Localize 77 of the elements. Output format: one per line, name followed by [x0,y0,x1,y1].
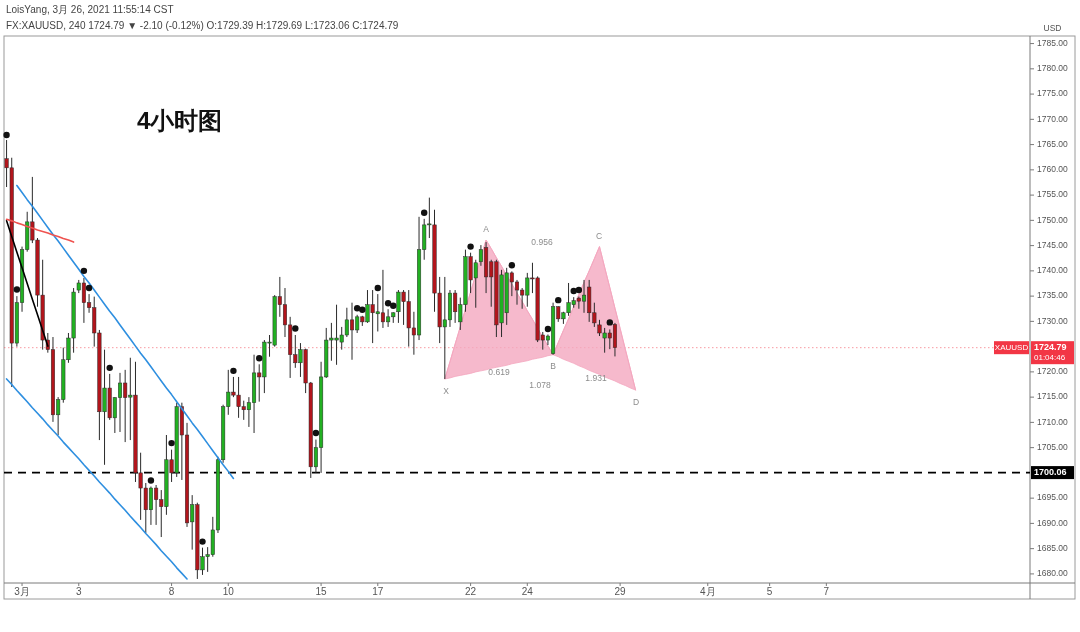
point [85,284,93,292]
y-tick-label: 1695.00 [1037,492,1068,503]
x-tick-label: 22 [465,586,477,598]
point [555,296,562,304]
text: FX:XAUUSD, 240 1724.79 ▼ -2.10 (-0.12%) O:1729.39 H:1729.69 L:1723.06 C:1724.79 [6,20,399,31]
y-tick-label: 1765.00 [1037,138,1068,149]
x-tick-label: 4月 [699,586,716,598]
point [575,286,583,294]
point [544,325,552,333]
point [292,325,299,332]
point [168,439,175,447]
y-tick-label: 1690.00 [1037,517,1068,528]
annotation: 0.619 [488,367,510,378]
point [13,286,21,293]
y-tick-label: 1720.00 [1037,366,1068,377]
y-tick-label: 1730.00 [1037,315,1068,326]
y-tick-label: 1735.00 [1037,290,1068,301]
x-tick-label: 24 [521,586,534,598]
annotation: X [443,386,450,397]
point [353,305,361,312]
y-tick-label: 1785.00 [1037,37,1068,48]
x-tick-label: 29 [614,586,627,598]
x-tick-label: 8 [168,586,175,598]
y-tick-label: 1715.00 [1037,391,1068,402]
point [390,302,397,309]
x-tick-label: 7 [823,586,830,598]
point [606,319,613,326]
point [359,306,366,313]
annotation: B [550,361,557,372]
line-series [5,218,75,243]
y-tick-label: 1750.00 [1037,214,1068,225]
y-tick-label: 1760.00 [1037,164,1068,175]
ref-line-label: 1700.06 [1034,466,1067,477]
y-tick-label: 1680.00 [1037,568,1068,579]
point [106,364,113,372]
text: LoisYang, 3月 26, 2021 11:55:14 CST [6,4,174,15]
point [508,262,516,269]
x-tick-label: 15 [315,586,328,598]
y-tick-label: 1770.00 [1037,113,1068,124]
annotation: D [632,397,640,408]
y-axis-title: USD [1043,23,1062,33]
x-tick-label: 3 [75,586,82,598]
annotation: A [483,224,490,235]
ref-line-label: 1724.79 [1034,342,1067,353]
annotation: 1.078 [529,380,551,391]
annotation: 0.956 [531,237,553,248]
annotation: C [595,231,603,242]
y-tick-label: 1685.00 [1037,542,1068,553]
point [230,367,237,375]
annotation: XAUUSD [994,342,1029,352]
line-series [5,378,188,580]
y-tick-label: 1775.00 [1037,88,1068,99]
point [374,284,381,292]
point [421,209,428,216]
y-tick-label: 1740.00 [1037,265,1068,276]
y-tick-label: 1710.00 [1037,416,1068,427]
x-tick-label: 17 [372,586,384,598]
y-tick-label: 1755.00 [1037,189,1068,200]
point [570,287,577,295]
y-tick-label: 1705.00 [1037,441,1068,452]
point [3,131,10,139]
x-tick-label: 3月 [14,586,30,598]
point [147,477,155,484]
point [80,267,88,275]
y-tick-label: 1780.00 [1037,63,1068,74]
line-series [16,184,235,480]
point [312,429,320,437]
annotation: 1.931 [585,373,607,384]
point [199,538,206,545]
point [256,355,263,362]
x-tick-label: 5 [766,586,773,598]
point [467,243,474,250]
text: 01:04:46 [1034,352,1066,362]
point [384,299,392,307]
text: 4小时图 [137,107,223,134]
x-tick-label: 10 [222,586,235,598]
y-tick-label: 1745.00 [1037,239,1068,250]
